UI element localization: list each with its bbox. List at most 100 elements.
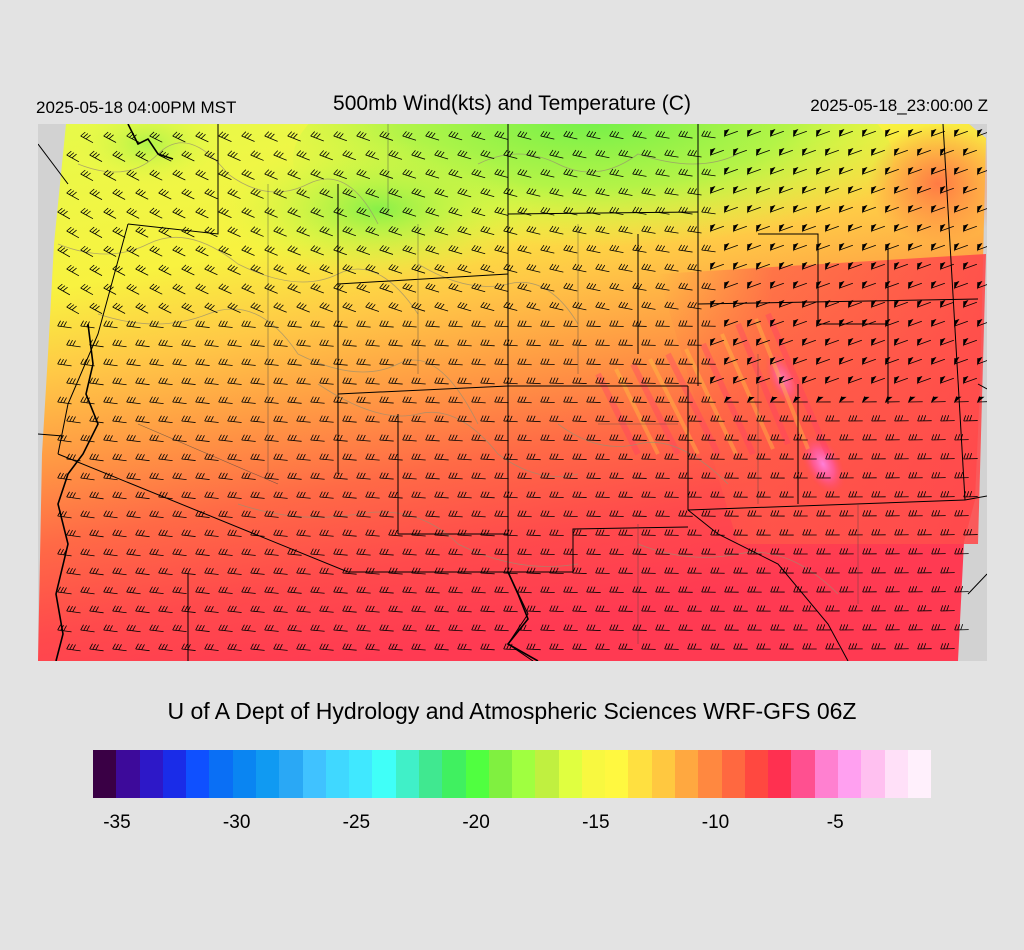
wind-barb-flag [348, 304, 353, 310]
wind-barb-flag [204, 302, 210, 308]
wind-barb-flag [618, 377, 622, 384]
wind-barb-flag [319, 377, 323, 384]
wind-barb-shaft [342, 610, 357, 613]
wind-barb-flag [451, 131, 456, 138]
wind-barb-shaft [388, 648, 403, 651]
wind-barb-flag [670, 302, 674, 309]
wind-barb-flag [532, 151, 537, 157]
wind-barb-flag [181, 567, 185, 574]
wind-barb-flag [497, 434, 501, 441]
wind-barb-flag [267, 434, 271, 441]
wind-barb-shaft [517, 363, 532, 366]
wind-barb-flag [471, 358, 475, 365]
wind-barb-flag [716, 643, 720, 650]
wind-barb-flag [658, 320, 662, 327]
wind-barb-flag [704, 168, 708, 175]
wind-barb-flag [161, 265, 167, 271]
wind-barb-flag [172, 510, 176, 517]
wind-barb-flag [500, 510, 504, 517]
wind-barb-shaft [402, 287, 417, 293]
wind-barb-shaft [402, 249, 417, 255]
wind-barb-flag [664, 529, 668, 536]
wind-barb-shaft [503, 610, 518, 613]
wind-barb-flag [175, 472, 179, 479]
wind-barb-flag [108, 210, 114, 216]
wind-barb-pennant [816, 128, 822, 138]
wind-barb-flag [799, 586, 803, 593]
wind-barb-flag [641, 605, 645, 612]
wind-barb-flag [178, 473, 182, 479]
wind-barb-shaft [802, 339, 816, 346]
wind-barb-flag [460, 302, 465, 309]
wind-barb-flag [428, 624, 432, 631]
wind-barb-shaft [149, 287, 163, 295]
wind-barb-flag [724, 472, 728, 479]
wind-barb-flag [716, 415, 720, 422]
wind-barb-flag [379, 548, 383, 555]
wind-barb-flag [644, 643, 648, 650]
wind-barb-shaft [135, 534, 150, 538]
wind-barb-flag [681, 624, 685, 631]
wind-barb-shaft [80, 287, 94, 296]
wind-barb-pennant [710, 147, 716, 157]
wind-barb-flag [494, 282, 499, 289]
wind-barb-flag [934, 510, 938, 517]
wind-barb-flag [402, 548, 406, 555]
wind-barb-flag [103, 624, 107, 631]
wind-barb-shaft [931, 130, 945, 137]
wind-barb-flag [693, 491, 697, 498]
wind-barb-shaft [908, 130, 922, 137]
wind-barb-flag [115, 643, 119, 650]
wind-barb-shaft [356, 249, 371, 255]
wind-barb-flag [793, 434, 797, 441]
wind-barb-flag [451, 510, 455, 517]
wind-barb-flag [315, 247, 321, 253]
wind-barb-flag [618, 529, 622, 536]
wind-barb-flag [845, 434, 849, 441]
wind-barb-flag [264, 169, 270, 175]
wind-barb-flag [425, 283, 430, 289]
wind-barb-flag [385, 548, 389, 555]
wind-barb-shaft [977, 284, 987, 289]
wind-barb-shaft [457, 192, 472, 198]
wind-barb-flag [448, 624, 452, 631]
wind-barb-flag [356, 434, 360, 441]
wind-barb-flag [477, 208, 482, 214]
wind-barb-flag [477, 170, 482, 176]
wind-barb-flag [678, 282, 682, 289]
wind-barb-flag [736, 567, 740, 574]
wind-barb-flag [126, 548, 130, 555]
wind-barb-pennant [885, 166, 891, 176]
wind-barb-flag [914, 434, 918, 441]
wind-barb-shaft [471, 173, 486, 179]
wind-barb-flag [707, 131, 711, 137]
wind-barb-flag [112, 529, 116, 536]
colorbar-swatch [186, 750, 210, 798]
wind-barb-flag [385, 171, 390, 177]
wind-barb-flag [131, 248, 137, 254]
wind-barb-shaft [204, 458, 219, 461]
wind-barb-pennant [747, 356, 753, 366]
wind-barb-shaft [172, 363, 187, 367]
wind-barb-flag [543, 548, 547, 555]
wind-barb-shaft [517, 515, 532, 518]
wind-barb-flag [322, 567, 326, 574]
wind-barb-flag [678, 548, 682, 555]
wind-barb-shaft [549, 268, 564, 273]
wind-barb-flag [89, 605, 93, 612]
wind-barb-flag [897, 567, 901, 574]
wind-barb-flag [572, 301, 577, 308]
wind-barb-shaft [480, 458, 495, 461]
wind-barb-flag [296, 567, 300, 574]
wind-barb-shaft [89, 648, 104, 652]
wind-barb-flag [269, 133, 275, 139]
wind-barb-flag [770, 624, 774, 631]
wind-barb-flag [552, 377, 556, 384]
wind-barb-shaft [816, 130, 830, 137]
wind-barb-flag [549, 301, 554, 308]
wind-barb-shaft [710, 377, 724, 384]
wind-barb-flag [710, 491, 714, 498]
wind-barb-flag [310, 548, 314, 555]
wind-barb-shaft [793, 206, 807, 213]
wind-barb-flag [463, 339, 467, 346]
